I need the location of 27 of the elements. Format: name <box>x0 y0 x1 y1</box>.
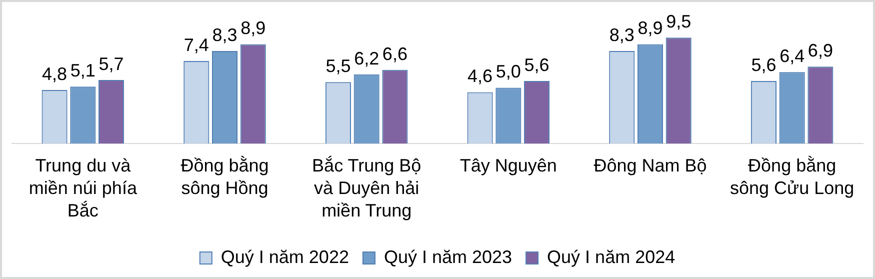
data-label: 8,3 <box>609 24 634 45</box>
legend-label: Quý I năm 2023 <box>384 246 512 267</box>
legend-label: Quý I năm 2024 <box>547 246 676 267</box>
x-tick-label: Bắc Trung Bộ và Duyên hải miền Trung <box>312 156 422 221</box>
data-label: 4,8 <box>42 64 68 84</box>
data-label: 5,0 <box>496 62 521 82</box>
data-label: 5,1 <box>70 60 96 81</box>
x-tick-label: Tây Nguyên <box>460 156 557 176</box>
data-label: 5,6 <box>524 55 550 76</box>
data-label: 6,2 <box>354 48 380 68</box>
data-label: 5,5 <box>326 56 351 76</box>
data-label: 4,6 <box>468 66 493 86</box>
data-label: 8,3 <box>212 24 238 45</box>
x-tick-label: Đồng bằng sông Cửu Long <box>730 156 854 198</box>
data-label: 5,6 <box>751 55 776 76</box>
x-tick-label: Trung du và miền núi phía Bắc <box>28 156 138 221</box>
data-label: 8,9 <box>638 18 663 38</box>
data-label: 8,9 <box>240 18 266 38</box>
legend-label: Quý I năm 2022 <box>220 246 349 267</box>
data-label: 7,4 <box>184 34 209 55</box>
x-tick-label: Đông Nam Bộ <box>594 156 707 176</box>
data-label: 6,9 <box>808 40 833 61</box>
data-label: 9,5 <box>666 12 692 32</box>
data-label: 6,6 <box>382 44 408 64</box>
x-tick-label: Đồng bằng sông Hồng <box>180 156 269 198</box>
data-label: 6,4 <box>780 46 805 66</box>
data-label: 5,7 <box>98 54 124 74</box>
